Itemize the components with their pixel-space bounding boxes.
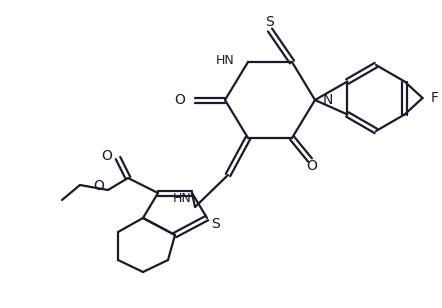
Text: S: S	[266, 15, 274, 29]
Text: F: F	[431, 91, 438, 105]
Text: O: O	[101, 149, 112, 163]
Text: O: O	[307, 159, 317, 173]
Text: S: S	[211, 217, 220, 231]
Text: HN: HN	[172, 192, 191, 205]
Text: N: N	[323, 93, 333, 107]
Text: HN: HN	[215, 54, 234, 67]
Text: O: O	[174, 93, 185, 107]
Text: O: O	[93, 179, 104, 193]
